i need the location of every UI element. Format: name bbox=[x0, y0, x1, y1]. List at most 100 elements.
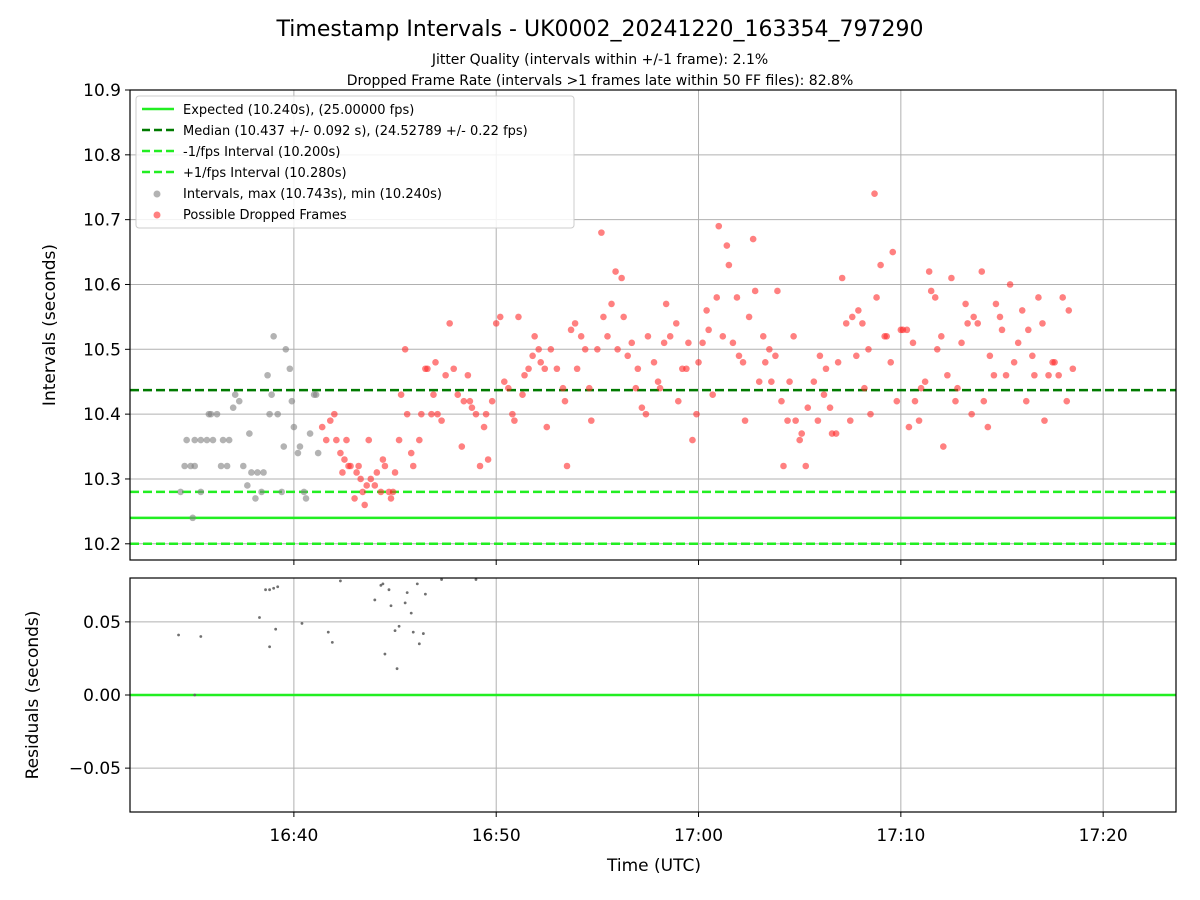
residual-point bbox=[417, 642, 421, 646]
dropped-frame-point bbox=[488, 397, 496, 405]
intervals-y-tick-label: 10.2 bbox=[83, 535, 121, 555]
dropped-frame-point bbox=[341, 456, 348, 463]
dropped-frame-point bbox=[984, 423, 992, 431]
dropped-frame-point bbox=[974, 320, 982, 327]
dropped-frame-point bbox=[529, 352, 536, 360]
dropped-frame-point bbox=[571, 320, 579, 327]
residual-point bbox=[264, 588, 267, 592]
residual-point bbox=[423, 592, 427, 596]
legend: Expected (10.240s), (25.00000 fps) Media… bbox=[135, 95, 575, 229]
interval-point bbox=[183, 436, 190, 444]
dropped-frame-point bbox=[492, 320, 500, 327]
dropped-frame-point bbox=[846, 417, 854, 424]
interval-point bbox=[314, 449, 322, 457]
dropped-frame-point bbox=[656, 384, 664, 392]
dropped-frame-point bbox=[496, 313, 504, 321]
interval-point bbox=[278, 488, 286, 496]
interval-point bbox=[268, 391, 275, 398]
residual-point bbox=[300, 621, 304, 625]
dropped-frame-point bbox=[389, 488, 397, 496]
dropped-frame-point bbox=[816, 352, 824, 360]
residuals-panel: 0.05 0.00 −0.05 16:40 16:50 17:00 17:10 17:20 Re… bbox=[23, 577, 1177, 846]
dropped-frame-point bbox=[689, 436, 696, 444]
dropped-frame-point bbox=[482, 410, 490, 418]
dropped-frame-point bbox=[761, 358, 769, 366]
dropped-frame-point bbox=[733, 294, 741, 301]
dropped-frame-point bbox=[1035, 294, 1042, 301]
dropped-frame-point bbox=[367, 475, 375, 483]
interval-point bbox=[191, 462, 199, 470]
dropped-frame-point bbox=[889, 248, 897, 256]
residual-point bbox=[393, 629, 397, 633]
residual-point bbox=[268, 588, 272, 592]
interval-point bbox=[296, 443, 304, 450]
residual-point bbox=[397, 624, 401, 628]
dropped-frame-point bbox=[978, 268, 986, 275]
dropped-frame-point bbox=[905, 423, 913, 431]
residual-point bbox=[411, 630, 415, 634]
dropped-frame-point bbox=[814, 417, 822, 424]
dropped-frame-point bbox=[581, 346, 589, 353]
dropped-frame-point bbox=[407, 449, 415, 457]
dropped-frame-point bbox=[642, 410, 650, 418]
dropped-frame-point bbox=[541, 365, 549, 373]
dropped-frame-point bbox=[970, 313, 977, 321]
residual-point bbox=[193, 693, 197, 697]
intervals-panel: 10.2 10.3 10.4 10.5 10.6 10.7 10.8 10.9 Interval… bbox=[40, 81, 1177, 565]
dropped-frame-point bbox=[391, 469, 399, 476]
dropped-frame-point bbox=[401, 346, 409, 353]
dropped-frame-point bbox=[547, 346, 555, 353]
dropped-frame-point bbox=[729, 339, 737, 347]
dropped-frame-point bbox=[424, 365, 431, 373]
interval-point bbox=[270, 333, 277, 340]
interval-point bbox=[286, 365, 294, 373]
interval-point bbox=[209, 436, 217, 444]
dropped-frame-point bbox=[990, 371, 998, 379]
dropped-frame-point bbox=[416, 436, 423, 444]
dropped-frame-point bbox=[703, 307, 710, 314]
dropped-frame-point bbox=[842, 320, 850, 327]
interval-point bbox=[302, 495, 310, 502]
dropped-frame-point bbox=[838, 274, 846, 282]
dropped-frame-point bbox=[505, 384, 512, 392]
dropped-frame-point bbox=[826, 404, 834, 411]
interval-point bbox=[191, 436, 199, 444]
interval-point bbox=[231, 391, 239, 398]
dropped-frame-point bbox=[1018, 307, 1026, 314]
dropped-frame-point bbox=[587, 417, 595, 424]
interval-point bbox=[217, 462, 225, 470]
dropped-frame-point bbox=[339, 469, 346, 476]
residuals-axes-frame bbox=[129, 577, 1177, 813]
dropped-frame-point bbox=[855, 307, 862, 314]
residuals-y-tick-label: 0.00 bbox=[83, 686, 121, 706]
dropped-frame-point bbox=[996, 313, 1004, 321]
dropped-frame-point bbox=[442, 371, 449, 379]
dropped-frame-point bbox=[865, 346, 872, 353]
dropped-frame-point bbox=[1055, 371, 1062, 379]
dropped-frame-point bbox=[887, 358, 895, 366]
dropped-frame-point bbox=[620, 313, 627, 321]
dropped-frame-point bbox=[347, 462, 354, 470]
dropped-frame-point bbox=[567, 326, 575, 334]
dropped-frame-point bbox=[322, 436, 330, 444]
dropped-frame-point bbox=[774, 287, 781, 295]
interval-point bbox=[197, 436, 205, 444]
dropped-frame-point bbox=[458, 443, 466, 450]
dropped-frame-point bbox=[778, 397, 785, 405]
dropped-frame-point bbox=[867, 410, 874, 418]
dropped-frame-point bbox=[662, 300, 670, 308]
dropped-frame-point bbox=[735, 352, 743, 360]
residual-point bbox=[272, 586, 276, 590]
dropped-frame-point bbox=[948, 274, 955, 282]
dropped-frame-point bbox=[1059, 294, 1067, 301]
dropped-frame-point bbox=[802, 462, 810, 470]
dropped-frame-point bbox=[608, 300, 615, 308]
interval-point bbox=[207, 410, 215, 418]
dropped-frame-point bbox=[511, 417, 518, 424]
dropped-frame-point bbox=[1063, 397, 1071, 405]
dropped-frame-point bbox=[618, 274, 625, 282]
dropped-frame-point bbox=[804, 404, 812, 411]
dropped-frame-point bbox=[624, 352, 632, 360]
dropped-frame-point bbox=[519, 391, 526, 398]
